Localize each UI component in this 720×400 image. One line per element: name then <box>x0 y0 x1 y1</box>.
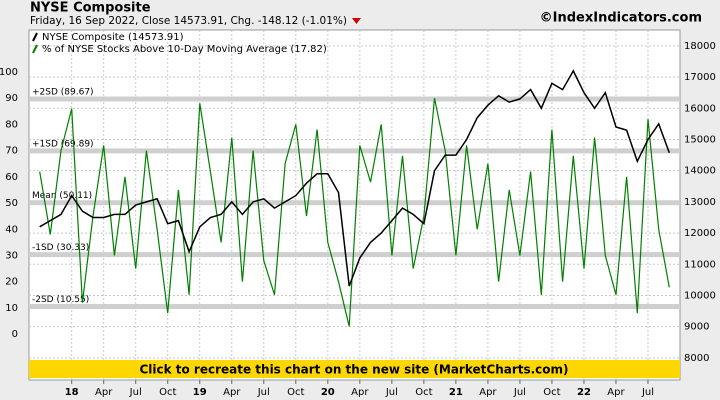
x-tick-label: 22 <box>577 387 591 398</box>
banner[interactable] <box>29 360 680 378</box>
y-tick-label: 40 <box>5 224 18 235</box>
y2-tick-label: 17000 <box>684 72 716 83</box>
source: ©IndexIndicators.com <box>540 11 702 26</box>
x-tick-label: Apr <box>479 387 497 398</box>
x-tick-label: Apr <box>607 387 625 398</box>
x-tick-label: Jul <box>257 387 270 398</box>
y2-tick-label: 14000 <box>684 166 716 177</box>
y-tick-label: 0 <box>12 329 18 340</box>
y2-tick-label: 18000 <box>684 41 716 52</box>
band-label: -2SD (10.55) <box>32 295 89 305</box>
x-tick-label: Apr <box>223 387 241 398</box>
subtitle: Friday, 16 Sep 2022, Close 14573.91, Chg… <box>30 15 347 27</box>
x-tick-label: Apr <box>351 387 369 398</box>
y-tick-label: 50 <box>5 198 18 209</box>
legend-marker <box>32 32 38 42</box>
x-tick-label: Jul <box>641 387 654 398</box>
x-tick-label: Jul <box>129 387 142 398</box>
series-line <box>39 98 670 327</box>
y2-tick-label: 12000 <box>684 228 716 239</box>
lines <box>39 69 671 327</box>
x-tick-label: Jul <box>385 387 398 398</box>
legend-marker <box>32 44 38 54</box>
banner-text[interactable]: Click to recreate this chart on the new … <box>139 363 568 377</box>
down-arrow <box>351 18 361 24</box>
y2-tick-label: 15000 <box>684 134 716 145</box>
legend: NYSE Composite (14573.91)% of NYSE Stock… <box>32 32 327 55</box>
x-tick-label: Oct <box>287 387 304 398</box>
chart-title: NYSE Composite <box>30 1 151 16</box>
x-tick-label: Oct <box>543 387 560 398</box>
y-tick-label: 10 <box>5 303 18 314</box>
x-tick-label: Apr <box>95 387 113 398</box>
y2-tick-label: 8000 <box>684 353 709 364</box>
y2-tick-label: 11000 <box>684 259 716 270</box>
x-tick-label: Oct <box>415 387 432 398</box>
band-label: -1SD (30.33) <box>32 243 89 253</box>
series-line <box>39 69 671 287</box>
x-tick-label: 21 <box>449 387 463 398</box>
y-tick-label: 20 <box>5 277 18 288</box>
y-tick-label: 30 <box>5 250 18 261</box>
y-tick-label: 100 <box>0 67 18 78</box>
y2-tick-label: 9000 <box>684 322 709 333</box>
y-tick-label: 60 <box>5 172 18 183</box>
x-tick-label: 20 <box>321 387 335 398</box>
band-label: +2SD (89.67) <box>32 88 94 98</box>
y2-tick-label: 10000 <box>684 290 716 301</box>
y-tick-label: 80 <box>5 119 18 130</box>
y2-tick-label: 13000 <box>684 197 716 208</box>
y-tick-label: 70 <box>5 146 18 157</box>
x-tick-label: Oct <box>159 387 176 398</box>
legend-label: NYSE Composite (14573.91) <box>42 32 184 43</box>
legend-label: % of NYSE Stocks Above 10-Day Moving Ave… <box>42 44 327 55</box>
x-tick-label: 18 <box>65 387 79 398</box>
x-tick-label: 19 <box>193 387 207 398</box>
y-tick-label: 90 <box>5 93 18 104</box>
band-label: Mean (50.11) <box>32 191 92 201</box>
x-tick-label: Jul <box>513 387 526 398</box>
y2-tick-label: 16000 <box>684 103 716 114</box>
